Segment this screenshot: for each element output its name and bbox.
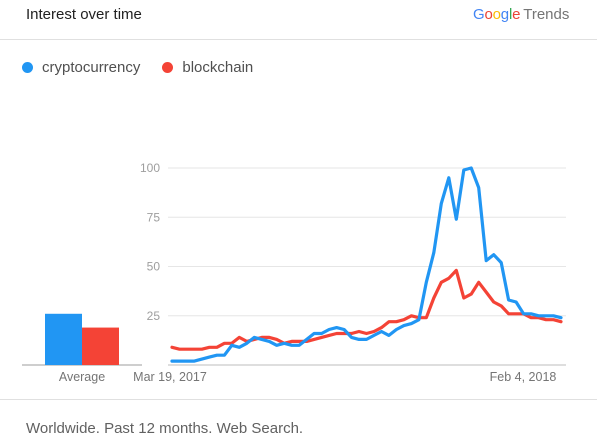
interest-over-time-chart[interactable]: Average 25 50 75 100 Mar 19, 2017 Feb 4, 2018 — [0, 150, 597, 390]
trends-wordmark: Trends — [523, 6, 570, 23]
google-letter: G — [473, 6, 485, 23]
google-letter: l — [508, 6, 513, 23]
legend-label: blockchain — [182, 58, 254, 76]
google-trends-logo[interactable]: Google Trends — [473, 6, 569, 23]
legend-item-blockchain[interactable]: blockchain — [162, 59, 253, 76]
y-tick-label-25: 25 — [147, 309, 161, 323]
legend-dot-cryptocurrency-icon — [22, 61, 33, 73]
footer-caption: Worldwide. Past 12 months. Web Search. — [26, 420, 304, 437]
series-line-cryptocurrency — [170, 166, 563, 363]
y-tick-label-50: 50 — [147, 260, 161, 274]
y-tick-label-75: 75 — [147, 210, 161, 224]
y-tick-label-100: 100 — [140, 161, 160, 175]
google-letter: o — [484, 6, 493, 23]
google-letter: e — [512, 6, 521, 23]
google-letter: g — [500, 6, 509, 23]
x-tick-label-start: Mar 19, 2017 — [133, 370, 207, 384]
chart-title: Interest over time — [26, 6, 142, 23]
average-bar-cryptocurrency — [45, 313, 82, 365]
legend-dot-blockchain-icon — [162, 61, 174, 73]
google-wordmark: Google — [473, 6, 520, 23]
legend: cryptocurrency blockchain — [22, 58, 275, 76]
series-line-blockchain — [170, 268, 563, 351]
legend-label: cryptocurrency — [42, 58, 141, 76]
footer-divider — [0, 399, 597, 400]
header: Interest over time Google Trends — [0, 0, 597, 40]
average-bar-blockchain — [82, 327, 119, 365]
legend-item-cryptocurrency[interactable]: cryptocurrency — [22, 59, 140, 76]
google-letter: o — [492, 6, 501, 23]
average-label: Average — [59, 370, 105, 384]
x-tick-label-end: Feb 4, 2018 — [490, 370, 557, 384]
